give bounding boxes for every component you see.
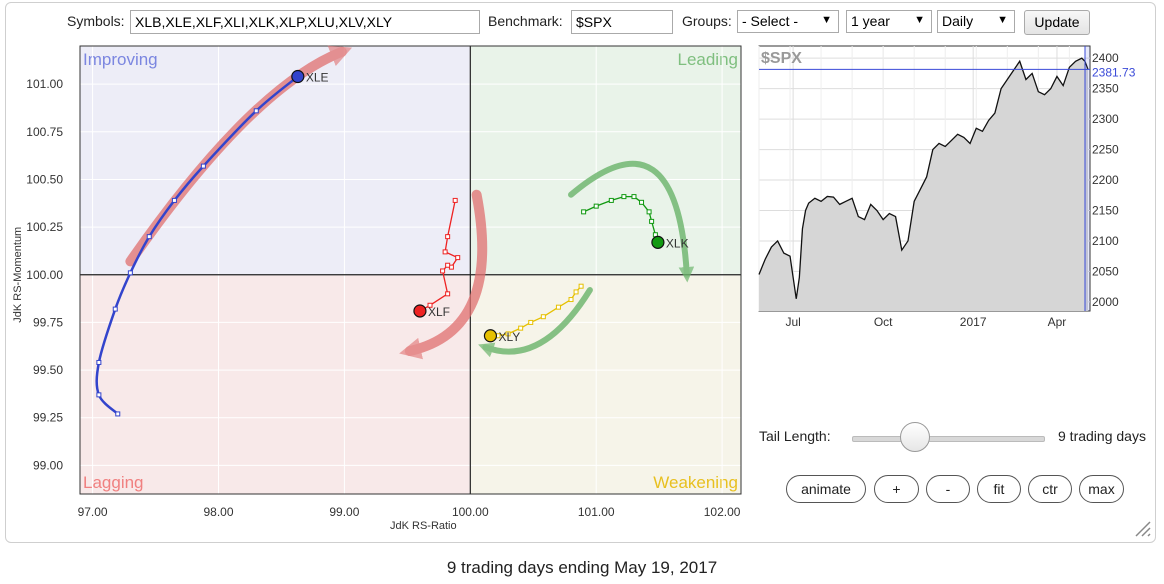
interval-select-value: Daily xyxy=(942,13,974,29)
rrg-panel xyxy=(5,2,1156,543)
symbols-label: Symbols: xyxy=(67,13,125,29)
fit-button[interactable]: fit xyxy=(977,475,1021,503)
benchmark-label: Benchmark: xyxy=(488,13,563,29)
groups-select[interactable]: - Select - ▼ xyxy=(737,10,839,33)
zoom-out-button[interactable]: - xyxy=(926,475,970,503)
zoom-in-button[interactable]: + xyxy=(874,475,919,503)
animate-button[interactable]: animate xyxy=(786,475,866,503)
tail-length-slider-track[interactable] xyxy=(852,436,1045,442)
resize-grip-icon[interactable] xyxy=(1132,518,1152,538)
chevron-down-icon: ▼ xyxy=(914,14,925,26)
symbols-input[interactable] xyxy=(130,10,480,34)
groups-label: Groups: xyxy=(682,13,732,29)
period-select[interactable]: 1 year ▼ xyxy=(846,10,932,33)
period-select-value: 1 year xyxy=(851,13,890,29)
footer-caption: 9 trading days ending May 19, 2017 xyxy=(446,558,718,577)
tail-length-label: Tail Length: xyxy=(759,428,831,444)
max-button[interactable]: max xyxy=(1079,475,1124,503)
benchmark-input[interactable] xyxy=(571,10,673,34)
chevron-down-icon: ▼ xyxy=(997,14,1008,26)
chevron-down-icon: ▼ xyxy=(821,14,832,26)
tail-length-value: 9 trading days xyxy=(1058,428,1146,444)
tail-length-slider-thumb[interactable] xyxy=(900,422,931,452)
interval-select[interactable]: Daily ▼ xyxy=(937,10,1015,33)
groups-select-value: - Select - xyxy=(742,13,799,29)
update-button[interactable]: Update xyxy=(1024,10,1090,35)
center-button[interactable]: ctr xyxy=(1028,475,1072,503)
